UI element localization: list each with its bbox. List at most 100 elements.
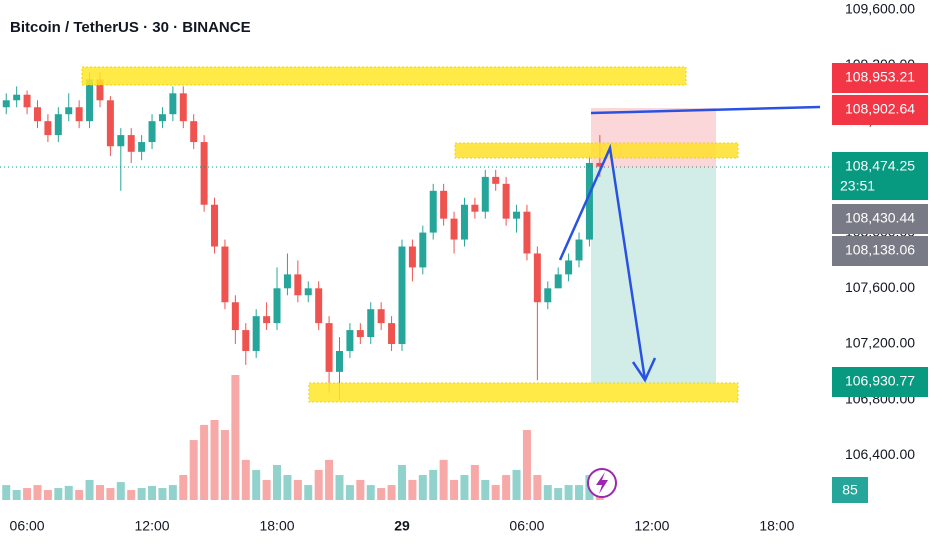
price-tag-box [832,95,928,125]
price-tag-box [832,236,928,266]
price-tags: 108,953.21 108,902.64 108,474.25 23:51 108,4… [832,63,928,503]
volume-bar [64,485,73,500]
volume-bar [502,475,511,500]
y-tick-label: 107,600.00 [845,279,915,295]
candle-body [304,288,312,296]
volume-bar [43,489,52,500]
volume-bar [450,479,459,500]
volume-bar [418,475,427,500]
price-tag-box [832,367,928,397]
volume-bar [241,459,250,500]
volume-bar [512,469,521,500]
x-tick-label: 29 [394,518,410,534]
candle-body [200,142,208,205]
candle-body [117,135,125,147]
y-tick-label: 109,600.00 [845,0,915,16]
candle-body [75,107,83,122]
volume-bar [429,469,438,500]
volume-bar [314,469,323,500]
candle-body [211,204,219,247]
volume-bar [387,485,396,500]
volume-bar [252,469,261,500]
candle-body [554,274,562,289]
volume-layer [2,374,604,500]
candle-body [169,93,177,115]
price-tag-label: 108,953.21 [845,69,915,85]
candle-body [242,330,250,351]
candle-body [2,100,10,108]
volume-bar [127,489,136,500]
volume-bar [210,420,219,500]
volume-bar [220,430,229,500]
candle-body [565,260,573,275]
x-tick-label: 06:00 [10,518,45,534]
volume-bar [189,440,198,500]
lightning-bolt [596,472,608,494]
volume-tag-label: 85 [842,482,858,498]
volume-bar [356,479,365,500]
candle-body [65,107,73,115]
volume-bar [23,488,32,500]
candle-body [23,94,31,108]
volume-bar [470,465,479,500]
candle-body [231,302,239,331]
x-tick-label: 12:00 [135,518,170,534]
candle-body [273,288,281,324]
trend-line [590,105,821,115]
price-tag-label: 108,138.06 [845,242,915,258]
volume-bar [158,488,167,500]
candle-body [513,211,521,219]
volume-bar [397,465,406,500]
volume-bar [491,485,500,500]
stop-zone [591,108,716,167]
volume-tag-box [832,477,868,503]
candle-body [44,121,52,136]
resistance-zone [81,66,687,86]
candle-body [315,288,323,324]
volume-bar [231,374,240,500]
volume-bar [179,475,188,500]
candle-body [148,121,156,143]
arrow-head [631,357,657,383]
volume-bar [533,475,542,500]
candle-body [127,135,135,152]
drawings [0,66,830,498]
y-tick-label: 107,200.00 [845,335,915,351]
volume-bar [2,485,11,500]
projection-arrow [558,143,647,381]
candle-body [440,190,448,219]
candle-body [335,350,343,372]
support-zone [308,382,739,403]
volume-bar [95,485,104,500]
volume-bar [293,479,302,500]
volume-bar [377,488,386,500]
volume-bar [439,459,448,500]
price-tag-box [832,63,928,93]
volume-bar [575,485,584,500]
candle-body [523,211,531,254]
volume-bar [75,489,84,500]
candle-body [356,330,364,338]
candle-body [502,183,510,219]
candle-body [13,94,21,101]
price-tag-label: 108,902.64 [845,101,915,117]
volume-bar [273,465,282,500]
candle-body [481,176,489,212]
candle-body [346,330,354,351]
x-tick-label: 12:00 [634,518,669,534]
x-tick-label: 06:00 [509,518,544,534]
candle-body [325,323,333,372]
x-tick-label: 18:00 [759,518,794,534]
candle-body [377,309,385,324]
volume-bar [564,485,573,500]
candle-body [408,246,416,268]
volume-bar [522,430,531,500]
volume-bar [85,479,94,500]
candle-body [190,121,198,143]
volume-bar [116,482,125,500]
y-tick-label: 106,400.00 [845,446,915,462]
candle-body [158,114,166,122]
candle-body [294,274,302,296]
candle-body [179,93,187,122]
